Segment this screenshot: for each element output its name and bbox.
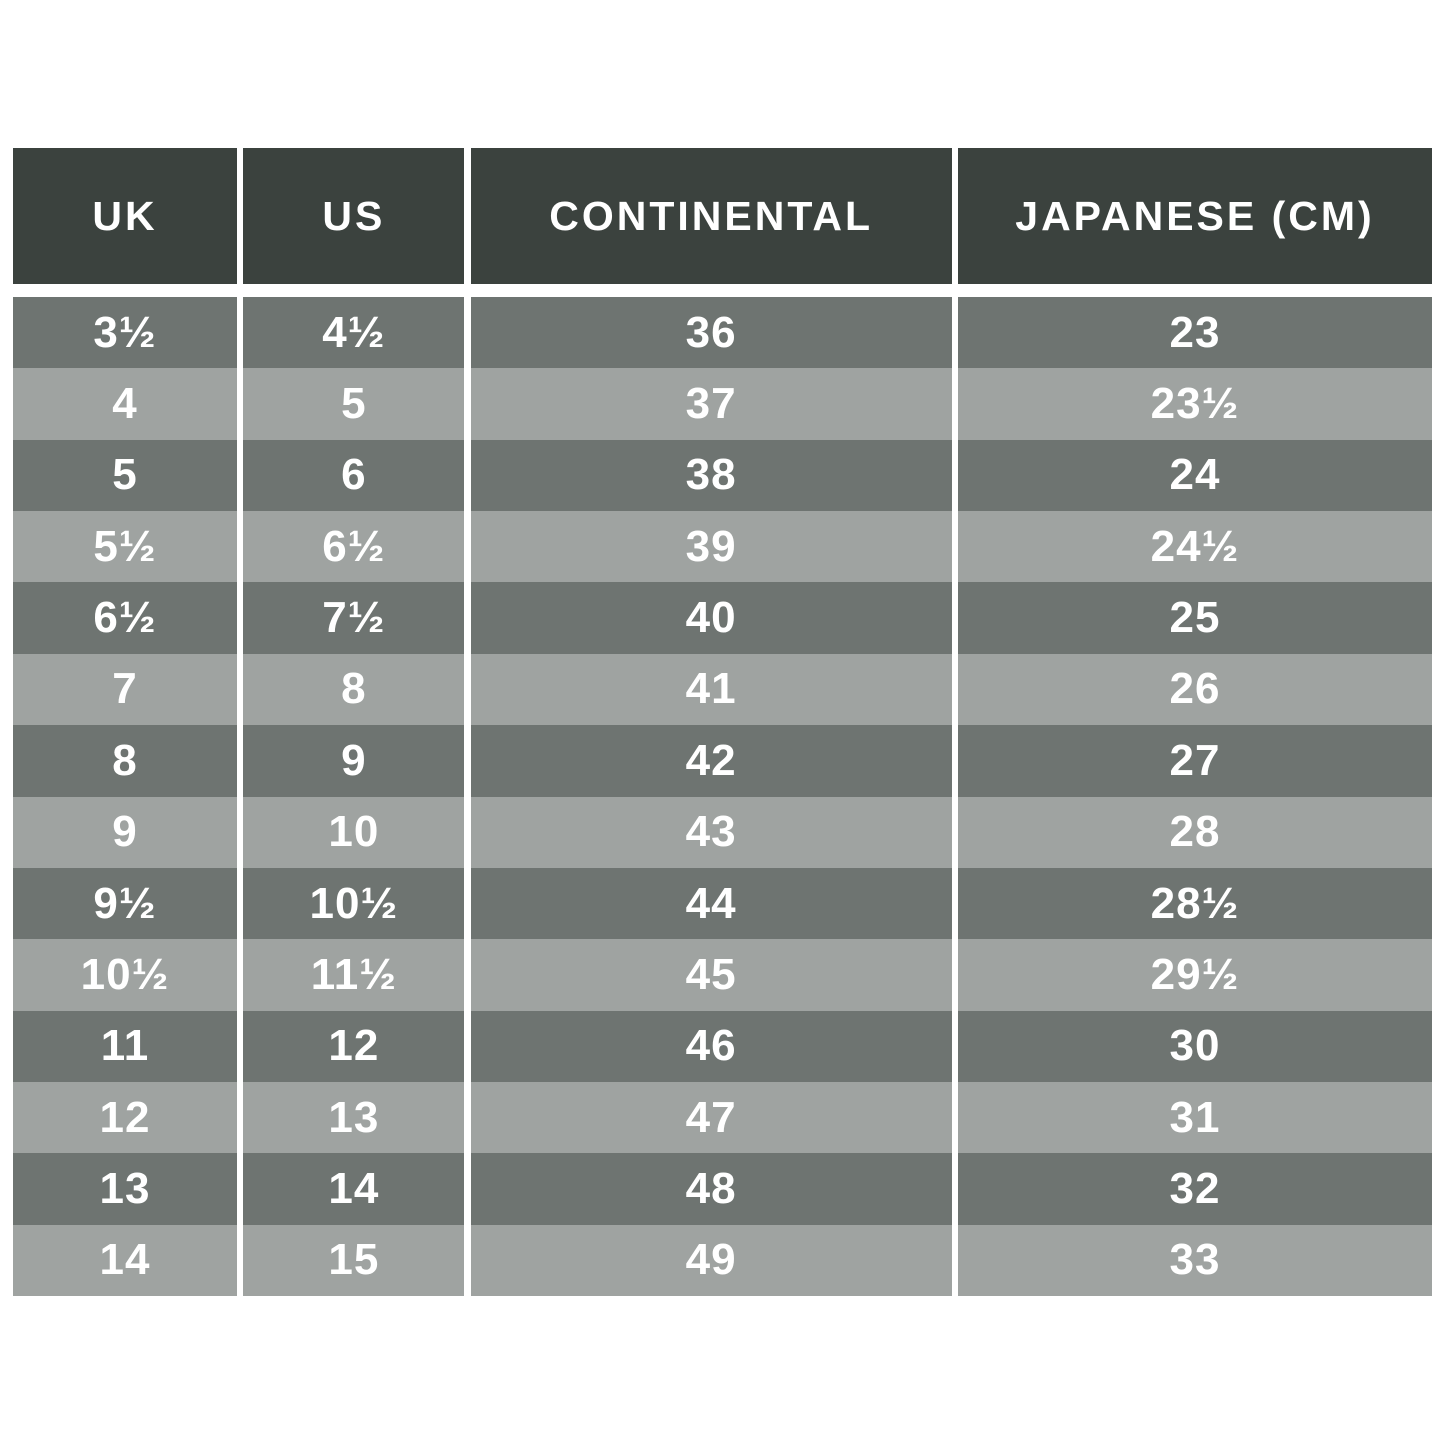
table-cell: 47	[470, 1081, 952, 1154]
table-row: 3½ 4½ 36 23	[13, 297, 1432, 369]
table-cell: 7½	[243, 582, 465, 654]
table-cell: 8	[13, 725, 237, 797]
table-cell: 4½	[243, 297, 465, 369]
table-cell: 23½	[957, 368, 1432, 440]
table-cell: 27	[957, 725, 1432, 797]
table-cell: 43	[470, 796, 952, 868]
table-cell: 25	[957, 582, 1432, 654]
shoe-size-conversion-table: UK US CONTINENTAL JAPANESE (CM) 3½ 4½ 36 23…	[13, 148, 1432, 1297]
table-cell: 46	[470, 1010, 952, 1082]
table-cell: 5	[243, 368, 465, 440]
table-cell: 45	[470, 939, 952, 1011]
table-cell: 10½	[13, 939, 237, 1011]
table-cell: 6	[243, 439, 465, 512]
table-cell: 14	[243, 1153, 465, 1225]
table-cell: 15	[243, 1224, 465, 1297]
table-row: 6½ 7½ 40 25	[13, 582, 1432, 654]
table-row: 4 5 37 23½	[13, 368, 1432, 440]
table-cell: 33	[957, 1224, 1432, 1297]
table-row: 11 12 46 30	[13, 1010, 1432, 1082]
table-header-row: UK US CONTINENTAL JAPANESE (CM)	[13, 148, 1432, 284]
table-cell: 10½	[243, 867, 465, 940]
table-cell: 41	[470, 653, 952, 726]
table-cell: 12	[13, 1081, 237, 1154]
table-cell: 39	[470, 511, 952, 583]
column-header-uk: UK	[13, 148, 237, 284]
table-row: 10½ 11½ 45 29½	[13, 939, 1432, 1011]
table-cell: 10	[243, 796, 465, 868]
table-cell: 28½	[957, 867, 1432, 940]
table-cell: 9	[243, 725, 465, 797]
table-row: 12 13 47 31	[13, 1081, 1432, 1154]
table-body: 3½ 4½ 36 23 4 5 37 23½ 5 6 38 24 5½ 6½ 39 24½ 6½ 7½ 40 25 7 8…	[13, 297, 1432, 1297]
table-cell: 9½	[13, 867, 237, 940]
table-row: 7 8 41 26	[13, 653, 1432, 726]
table-cell: 42	[470, 725, 952, 797]
table-cell: 38	[470, 439, 952, 512]
table-row: 5½ 6½ 39 24½	[13, 511, 1432, 583]
table-cell: 40	[470, 582, 952, 654]
table-cell: 24½	[957, 511, 1432, 583]
table-cell: 13	[243, 1081, 465, 1154]
table-cell: 26	[957, 653, 1432, 726]
table-cell: 48	[470, 1153, 952, 1225]
table-cell: 13	[13, 1153, 237, 1225]
table-cell: 32	[957, 1153, 1432, 1225]
table-row: 14 15 49 33	[13, 1224, 1432, 1297]
table-cell: 7	[13, 653, 237, 726]
column-header-continental: CONTINENTAL	[470, 148, 952, 284]
table-cell: 11½	[243, 939, 465, 1011]
table-cell: 29½	[957, 939, 1432, 1011]
table-cell: 8	[243, 653, 465, 726]
table-cell: 11	[13, 1010, 237, 1082]
table-cell: 6½	[243, 511, 465, 583]
table-cell: 30	[957, 1010, 1432, 1082]
table-row: 9 10 43 28	[13, 796, 1432, 868]
table-cell: 24	[957, 439, 1432, 512]
column-header-japanese-cm: JAPANESE (CM)	[957, 148, 1432, 284]
table-cell: 31	[957, 1081, 1432, 1154]
table-row: 5 6 38 24	[13, 439, 1432, 512]
table-cell: 5	[13, 439, 237, 512]
table-cell: 36	[470, 297, 952, 369]
table-cell: 9	[13, 796, 237, 868]
table-cell: 14	[13, 1224, 237, 1297]
table-cell: 28	[957, 796, 1432, 868]
table-cell: 49	[470, 1224, 952, 1297]
table-row: 9½ 10½ 44 28½	[13, 867, 1432, 940]
table-cell: 5½	[13, 511, 237, 583]
table-cell: 37	[470, 368, 952, 440]
table-row: 8 9 42 27	[13, 725, 1432, 797]
column-header-us: US	[243, 148, 465, 284]
table-cell: 3½	[13, 297, 237, 369]
table-cell: 12	[243, 1010, 465, 1082]
table-cell: 23	[957, 297, 1432, 369]
table-cell: 6½	[13, 582, 237, 654]
table-cell: 44	[470, 867, 952, 940]
table-row: 13 14 48 32	[13, 1153, 1432, 1225]
table-cell: 4	[13, 368, 237, 440]
